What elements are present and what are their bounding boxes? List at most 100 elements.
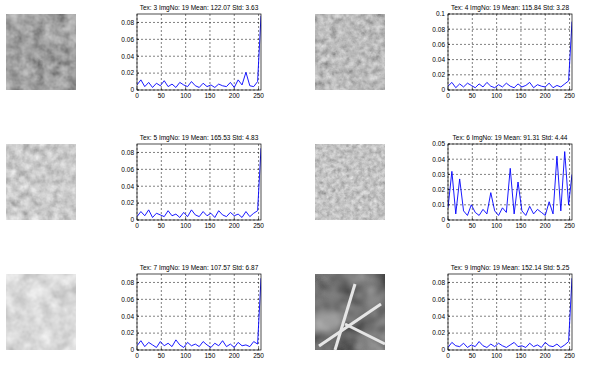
plot-frame (448, 144, 572, 220)
grid-line (209, 274, 210, 350)
x-tick-label: 50 (469, 352, 477, 359)
grid-line (448, 282, 572, 283)
grid-line (209, 144, 210, 220)
grid-line (137, 282, 261, 283)
grid-line (520, 274, 521, 350)
grid-line (137, 203, 261, 204)
x-tick-label: 100 (491, 92, 502, 99)
y-tick-label: 0.02 (432, 186, 445, 193)
x-tick-label: 250 (564, 352, 575, 359)
x-tick-label: 150 (516, 222, 527, 229)
grid-line (234, 274, 235, 350)
grid (137, 274, 261, 350)
grid-line (137, 39, 261, 40)
y-tick-label: 0.03 (432, 171, 445, 178)
y-tick-label: 0.06 (121, 166, 134, 173)
x-tick-label: 0 (135, 92, 139, 99)
grid-line (545, 274, 546, 350)
plot-frame (137, 144, 261, 220)
x-tick-label: 50 (158, 222, 166, 229)
y-tick-label: 0.05 (432, 140, 445, 147)
grid (448, 274, 572, 350)
grid-line (496, 144, 497, 220)
panel-title: Tex: 5 ImgNo: 19 Mean: 165.53 Std: 4.83 (140, 134, 259, 142)
grid-line (137, 22, 261, 23)
grid-line (472, 274, 473, 350)
panel-title: Tex: 3 ImgNo: 19 Mean: 122.07 Std: 3.63 (140, 4, 259, 12)
grid (137, 144, 261, 220)
plot-area (137, 14, 261, 90)
x-tick-label: 100 (491, 222, 502, 229)
x-tick-label: 200 (540, 222, 551, 229)
y-tick-label: 0.08 (121, 19, 134, 26)
data-group (448, 278, 572, 347)
grid-line (472, 14, 473, 90)
grid-line (545, 144, 546, 220)
x-tick-label: 50 (469, 92, 477, 99)
y-tick-label: 0.02 (121, 199, 134, 206)
grid-line (448, 316, 572, 317)
grid-line (472, 144, 473, 220)
x-tick-label: 0 (135, 352, 139, 359)
plot-frame (137, 14, 261, 90)
y-tick-label: 0.06 (432, 41, 445, 48)
y-tick-label: 0.06 (432, 296, 445, 303)
x-tick-label: 200 (540, 92, 551, 99)
x-tick-label: 250 (564, 222, 575, 229)
grid-line (185, 274, 186, 350)
grid-line (137, 316, 261, 317)
grid-line (161, 274, 162, 350)
grid-line (137, 152, 261, 153)
texture-image (6, 144, 76, 220)
panel-title: Tex: 9 ImgNo: 19 Mean: 152.14 Std: 5.25 (451, 264, 570, 272)
x-tick-label: 50 (158, 92, 166, 99)
grid-line (448, 59, 572, 60)
x-tick-label: 250 (253, 352, 264, 359)
x-tick-label: 150 (205, 222, 216, 229)
texture-image (6, 14, 76, 90)
x-tick-label: 250 (253, 92, 264, 99)
grid-line (448, 299, 572, 300)
grid (137, 14, 261, 90)
grid-line (448, 333, 572, 334)
x-tick-label: 100 (180, 352, 191, 359)
texture-line (345, 324, 385, 344)
grid-line (569, 144, 570, 220)
y-tick-label: 0 (441, 216, 445, 223)
x-tick-label: 200 (229, 352, 240, 359)
x-tick-label: 100 (491, 352, 502, 359)
grid-line (448, 44, 572, 45)
grid-line (161, 144, 162, 220)
x-tick-label: 0 (446, 222, 450, 229)
y-tick-label: 0.06 (121, 36, 134, 43)
histogram-line (137, 148, 261, 217)
data-group (137, 278, 261, 347)
y-tick-label: 0.06 (121, 296, 134, 303)
grid-line (185, 14, 186, 90)
x-tick-label: 250 (564, 92, 575, 99)
plot-frame (448, 14, 572, 90)
texture-lines (319, 284, 385, 350)
grid-line (234, 14, 235, 90)
plot-area (137, 274, 261, 350)
y-tick-label: 0.04 (432, 156, 445, 163)
grid (448, 14, 572, 90)
x-tick-label: 200 (229, 92, 240, 99)
grid-line (137, 73, 261, 74)
y-tick-label: 0.04 (121, 313, 134, 320)
texture-image (315, 14, 385, 90)
x-tick-label: 150 (516, 92, 527, 99)
histogram-line (137, 16, 261, 88)
data-group (448, 22, 572, 88)
grid-line (496, 274, 497, 350)
figure: 0 50 100 150 200 250 0 0.02 0.04 0.06 0.08 Tex: 3 I… (0, 0, 616, 385)
y-tick-label: 0.02 (121, 69, 134, 76)
y-tick-label: 0.08 (121, 279, 134, 286)
data-group (137, 148, 261, 217)
y-tick-label: 0 (441, 86, 445, 93)
panel-title: Tex: 7 ImgNo: 19 Mean: 107.57 Std: 6.87 (140, 264, 259, 272)
x-tick-label: 100 (180, 222, 191, 229)
y-tick-label: 0.01 (432, 201, 445, 208)
grid-line (545, 14, 546, 90)
x-tick-label: 200 (540, 352, 551, 359)
